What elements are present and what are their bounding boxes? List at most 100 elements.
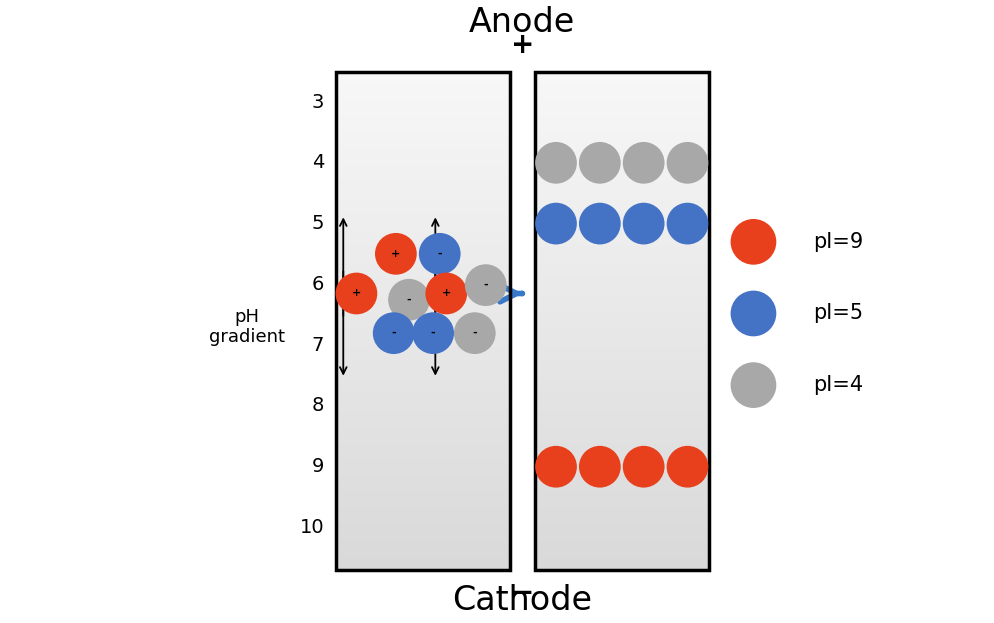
Bar — [336, 378, 510, 381]
Bar — [336, 316, 510, 318]
Bar — [535, 318, 709, 321]
Bar — [336, 97, 510, 99]
Bar — [336, 513, 510, 515]
Bar — [336, 224, 510, 226]
Bar — [336, 523, 510, 525]
Bar — [535, 256, 709, 259]
Bar — [336, 311, 510, 313]
Bar — [336, 498, 510, 500]
Bar — [535, 154, 709, 156]
Bar — [336, 102, 510, 104]
Text: -: - — [392, 328, 396, 338]
Bar — [535, 211, 709, 214]
Bar — [336, 545, 510, 548]
Bar — [336, 261, 510, 264]
Bar — [336, 490, 510, 493]
Bar — [336, 244, 510, 246]
Bar — [336, 520, 510, 523]
Bar — [535, 94, 709, 97]
Bar — [336, 391, 510, 393]
Bar — [336, 535, 510, 538]
Bar — [336, 121, 510, 124]
Bar — [535, 423, 709, 426]
Bar — [535, 124, 709, 126]
Bar — [336, 283, 510, 286]
Bar — [336, 72, 510, 74]
Bar — [336, 186, 510, 189]
Bar — [336, 558, 510, 560]
Bar — [336, 450, 510, 453]
Bar — [535, 226, 709, 229]
Bar — [535, 505, 709, 508]
Bar — [336, 179, 510, 181]
Bar — [535, 558, 709, 560]
Bar — [336, 144, 510, 146]
Bar — [535, 416, 709, 418]
Bar — [535, 373, 709, 376]
Bar — [535, 515, 709, 518]
Bar — [336, 361, 510, 363]
Bar — [535, 224, 709, 226]
Bar — [535, 455, 709, 458]
Bar — [535, 483, 709, 485]
Bar — [535, 430, 709, 433]
Bar — [336, 500, 510, 503]
Bar — [535, 356, 709, 358]
Bar — [535, 144, 709, 146]
Bar — [336, 276, 510, 278]
Bar — [535, 199, 709, 201]
Bar — [336, 376, 510, 378]
Bar — [535, 376, 709, 378]
Bar — [336, 174, 510, 176]
Bar — [336, 191, 510, 194]
Bar — [535, 560, 709, 563]
Text: -: - — [483, 280, 488, 290]
Bar — [535, 82, 709, 84]
Bar — [535, 386, 709, 388]
Bar — [336, 403, 510, 406]
Bar — [535, 358, 709, 361]
Bar — [535, 543, 709, 545]
Text: 8: 8 — [312, 396, 324, 416]
Bar — [535, 553, 709, 555]
Bar — [336, 226, 510, 229]
Bar — [535, 72, 709, 570]
Bar — [535, 301, 709, 303]
Bar — [535, 433, 709, 435]
Bar — [336, 161, 510, 164]
Text: -: - — [430, 328, 435, 338]
Bar — [535, 323, 709, 326]
Bar — [535, 391, 709, 393]
Bar — [535, 565, 709, 568]
Bar — [336, 134, 510, 136]
Bar — [535, 283, 709, 286]
Bar — [535, 174, 709, 176]
Bar — [535, 438, 709, 440]
Bar — [336, 488, 510, 490]
Ellipse shape — [535, 446, 577, 488]
Bar — [535, 201, 709, 204]
Bar — [336, 256, 510, 259]
Bar — [535, 161, 709, 164]
Bar — [336, 435, 510, 438]
Bar — [535, 530, 709, 533]
Bar — [336, 445, 510, 448]
Bar — [336, 119, 510, 121]
Bar — [336, 214, 510, 216]
Bar — [336, 82, 510, 84]
Bar — [535, 413, 709, 416]
Bar — [336, 418, 510, 421]
Bar — [535, 445, 709, 448]
Bar — [535, 179, 709, 181]
Bar — [336, 184, 510, 186]
Bar — [336, 239, 510, 241]
Bar — [535, 209, 709, 211]
Bar — [336, 455, 510, 458]
Bar — [336, 530, 510, 533]
Bar — [535, 535, 709, 538]
Bar — [535, 366, 709, 368]
Bar — [535, 328, 709, 331]
Bar — [535, 246, 709, 249]
Text: +: + — [511, 31, 534, 59]
Bar — [535, 336, 709, 338]
